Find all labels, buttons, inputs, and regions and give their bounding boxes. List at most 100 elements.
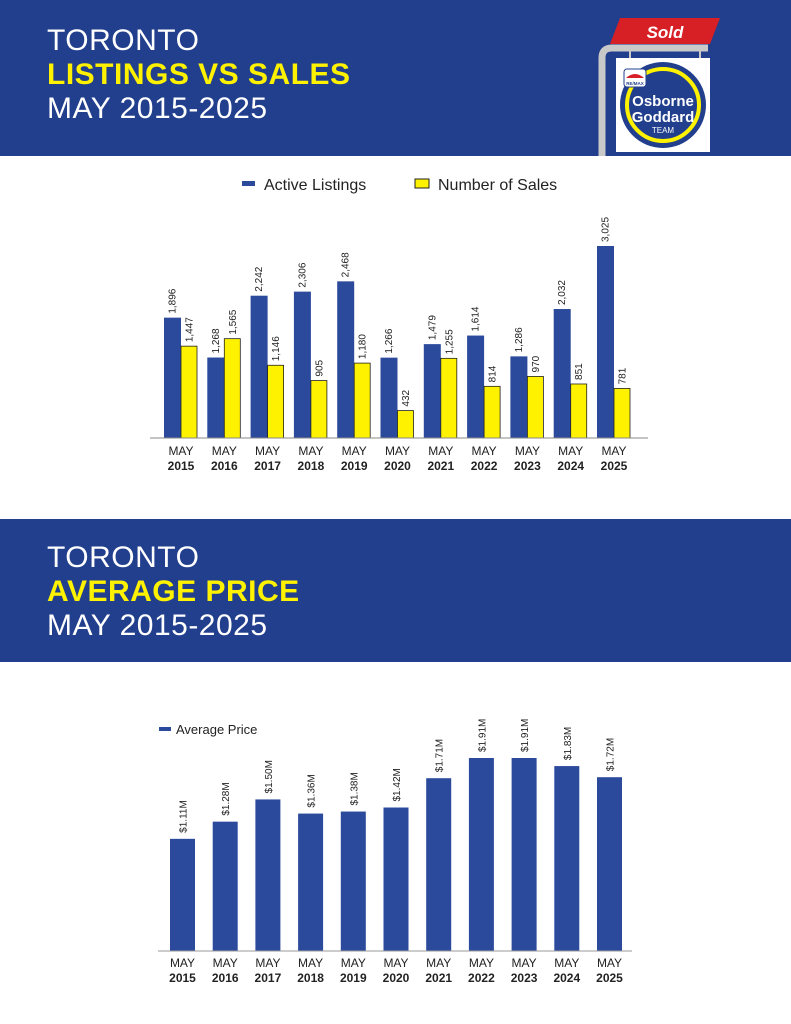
active-listings-bar-2016 bbox=[207, 357, 225, 438]
active-listings-bar-2024 bbox=[553, 309, 571, 438]
average-price-label-2018: $1.36M bbox=[307, 774, 318, 807]
active-listings-bar-2015 bbox=[164, 317, 181, 438]
active-listings-label-2019: 2,468 bbox=[341, 252, 352, 277]
brand-text: RE/MAX bbox=[626, 81, 644, 86]
section2-highlight: AVERAGE PRICE bbox=[47, 575, 300, 608]
sales-label-2020: 432 bbox=[401, 389, 412, 406]
sales-label-2017: 1,146 bbox=[271, 336, 282, 361]
x-tick-month-2024: MAY bbox=[558, 444, 583, 458]
x2-tick-month-2018: MAY bbox=[298, 956, 323, 970]
logo-name-1: Osborne bbox=[632, 93, 694, 110]
average-price-label-2023: $1.91M bbox=[520, 719, 531, 752]
header-period: MAY 2015-2025 bbox=[47, 92, 268, 125]
sales-label-2021: 1,255 bbox=[444, 329, 455, 354]
x2-tick-year-2023: 2023 bbox=[511, 971, 538, 985]
active-listings-bar-2021 bbox=[423, 344, 441, 438]
sales-label-2016: 1,565 bbox=[228, 309, 239, 334]
x-tick-year-2025: 2025 bbox=[601, 459, 628, 473]
chart1-legend: Active Listings Number of Sales bbox=[242, 177, 557, 194]
x2-tick-year-2025: 2025 bbox=[596, 971, 623, 985]
sales-bar-2025 bbox=[613, 388, 631, 439]
active-listings-label-2020: 1,266 bbox=[384, 328, 395, 353]
average-price-label-2017: $1.50M bbox=[264, 760, 275, 793]
x-tick-month-2022: MAY bbox=[472, 444, 497, 458]
active-listings-label-2023: 1,286 bbox=[514, 327, 525, 352]
x-tick-month-2021: MAY bbox=[428, 444, 453, 458]
legend-active-listings-label: Active Listings bbox=[264, 177, 366, 194]
x2-tick-month-2025: MAY bbox=[597, 956, 622, 970]
x2-tick-month-2019: MAY bbox=[341, 956, 366, 970]
sales-label-2025: 781 bbox=[618, 367, 629, 384]
x2-tick-year-2020: 2020 bbox=[383, 971, 410, 985]
x2-tick-year-2018: 2018 bbox=[297, 971, 324, 985]
average-price-label-2016: $1.28M bbox=[221, 782, 232, 815]
sales-bar-2022 bbox=[483, 385, 501, 439]
average-price-label-2021: $1.71M bbox=[435, 739, 446, 772]
average-price-label-2024: $1.83M bbox=[563, 727, 574, 760]
header-highlight: LISTINGS VS SALES bbox=[47, 58, 351, 91]
average-price-bar-2022 bbox=[468, 758, 494, 951]
x2-tick-year-2017: 2017 bbox=[255, 971, 282, 985]
x2-tick-month-2023: MAY bbox=[512, 956, 537, 970]
sales-bar-2017 bbox=[267, 364, 285, 439]
section2-city: TORONTO bbox=[47, 541, 200, 574]
x-tick-month-2017: MAY bbox=[255, 444, 280, 458]
x-tick-year-2024: 2024 bbox=[557, 459, 584, 473]
active-listings-label-2021: 1,479 bbox=[427, 315, 438, 340]
legend-sales-swatch bbox=[414, 178, 430, 189]
legend-average-price-label: Average Price bbox=[176, 722, 257, 737]
average-price-label-2022: $1.91M bbox=[477, 719, 488, 752]
x2-tick-month-2015: MAY bbox=[170, 956, 195, 970]
x2-tick-month-2021: MAY bbox=[426, 956, 451, 970]
sales-bar-2020 bbox=[397, 410, 414, 439]
average-price-bar-2023 bbox=[511, 758, 537, 951]
sold-text: Sold bbox=[647, 23, 684, 42]
active-listings-bar-2019 bbox=[337, 281, 355, 438]
sales-bar-2021 bbox=[440, 357, 458, 439]
team-logo: Sold RE/MAX Osborne Goddard TEAM bbox=[590, 14, 730, 156]
sales-bar-2015 bbox=[180, 345, 198, 439]
active-listings-label-2015: 1,896 bbox=[168, 288, 179, 313]
sales-label-2022: 814 bbox=[488, 365, 499, 382]
x-tick-year-2019: 2019 bbox=[341, 459, 368, 473]
active-listings-bar-2025 bbox=[597, 246, 614, 438]
average-price-label-2020: $1.42M bbox=[392, 768, 403, 801]
x2-tick-month-2016: MAY bbox=[213, 956, 238, 970]
active-listings-label-2016: 1,268 bbox=[211, 328, 222, 353]
sales-label-2019: 1,180 bbox=[358, 334, 369, 359]
sales-label-2018: 905 bbox=[314, 359, 325, 376]
x-tick-month-2019: MAY bbox=[342, 444, 367, 458]
x2-tick-year-2021: 2021 bbox=[425, 971, 452, 985]
active-listings-bar-2022 bbox=[467, 335, 485, 438]
chart2-legend: Average Price bbox=[159, 722, 257, 737]
x-tick-year-2018: 2018 bbox=[298, 459, 325, 473]
section2-period: MAY 2015-2025 bbox=[47, 609, 268, 642]
x-tick-month-2023: MAY bbox=[515, 444, 540, 458]
x2-tick-month-2024: MAY bbox=[554, 956, 579, 970]
x-tick-month-2025: MAY bbox=[601, 444, 626, 458]
sales-bar-2018 bbox=[310, 380, 328, 439]
x-tick-year-2022: 2022 bbox=[471, 459, 498, 473]
x-tick-month-2018: MAY bbox=[298, 444, 323, 458]
x-tick-month-2015: MAY bbox=[168, 444, 193, 458]
average-price-bar-2019 bbox=[340, 811, 366, 951]
x2-tick-year-2015: 2015 bbox=[169, 971, 196, 985]
sales-bar-2016 bbox=[223, 338, 241, 439]
active-listings-bar-2017 bbox=[250, 295, 268, 438]
average-price-label-2019: $1.38M bbox=[349, 772, 360, 805]
sales-label-2023: 970 bbox=[531, 355, 542, 372]
active-listings-bar-2020 bbox=[380, 357, 398, 438]
average-price-label-2025: $1.72M bbox=[606, 738, 617, 771]
x-tick-year-2020: 2020 bbox=[384, 459, 411, 473]
x2-tick-year-2019: 2019 bbox=[340, 971, 367, 985]
sales-label-2015: 1,447 bbox=[185, 317, 196, 342]
x2-tick-year-2016: 2016 bbox=[212, 971, 239, 985]
active-listings-label-2025: 3,025 bbox=[601, 217, 612, 242]
x2-tick-year-2022: 2022 bbox=[468, 971, 495, 985]
sales-bar-2024 bbox=[570, 383, 588, 439]
sales-bar-2019 bbox=[353, 362, 371, 439]
x2-tick-month-2022: MAY bbox=[469, 956, 494, 970]
legend-active-listings-swatch bbox=[242, 181, 255, 186]
logo-name-2: Goddard bbox=[632, 109, 695, 126]
x-tick-year-2015: 2015 bbox=[168, 459, 195, 473]
